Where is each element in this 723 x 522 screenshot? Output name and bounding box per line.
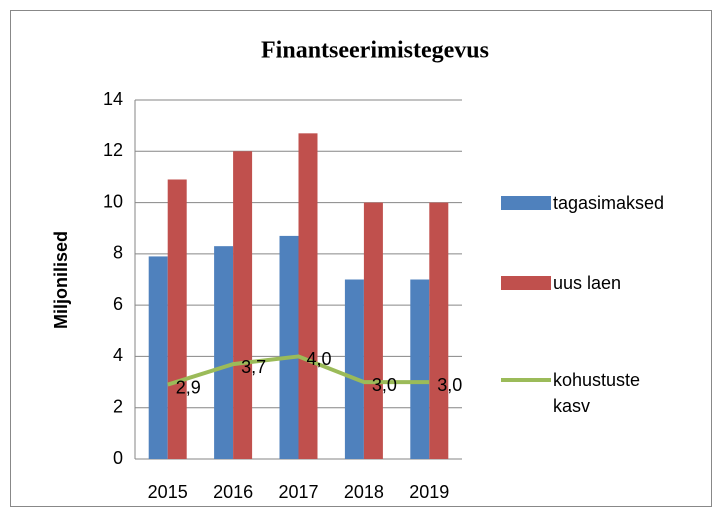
chart-title: Finantseerimistegevus bbox=[261, 38, 489, 64]
bar bbox=[233, 151, 253, 460]
x-tick-label: 2018 bbox=[344, 482, 384, 502]
legend-label: uus laen bbox=[553, 273, 622, 293]
y-axis-label: Miljonilised bbox=[51, 231, 71, 329]
bar bbox=[344, 279, 364, 459]
data-label: 3,0 bbox=[372, 375, 397, 395]
data-label: 3,0 bbox=[437, 375, 462, 395]
x-tick-label: 2019 bbox=[409, 482, 449, 502]
y-tick-label: 10 bbox=[103, 191, 123, 211]
bar bbox=[167, 179, 187, 459]
bar bbox=[429, 202, 449, 460]
legend-label: kohustuste kasv bbox=[553, 370, 641, 416]
bar bbox=[363, 202, 383, 460]
data-label: 2,9 bbox=[176, 377, 201, 397]
bar bbox=[279, 235, 299, 459]
y-tick-label: 0 bbox=[113, 448, 123, 468]
y-tick-label: 4 bbox=[113, 345, 123, 365]
legend-item: kohustuste kasv bbox=[553, 370, 641, 416]
bar bbox=[148, 256, 168, 459]
y-tick-label: 8 bbox=[113, 243, 123, 263]
x-tick-label: 2015 bbox=[148, 482, 188, 502]
y-tick-label: 6 bbox=[113, 294, 123, 314]
data-label: 4,0 bbox=[307, 349, 332, 369]
x-tick-label: 2017 bbox=[278, 482, 318, 502]
legend-item: uus laen bbox=[553, 273, 622, 293]
legend-label: tagasimaksed bbox=[553, 193, 665, 213]
legend-swatch bbox=[501, 276, 551, 290]
bar bbox=[410, 279, 430, 459]
y-tick-label: 2 bbox=[113, 396, 123, 416]
bar bbox=[298, 133, 318, 460]
bar bbox=[214, 246, 234, 459]
legend-item: tagasimaksed bbox=[553, 193, 665, 213]
x-tick-label: 2016 bbox=[213, 482, 253, 502]
line-series bbox=[167, 354, 430, 387]
data-label: 3,7 bbox=[241, 357, 266, 377]
y-tick-label: 12 bbox=[103, 140, 123, 160]
legend-swatch bbox=[501, 196, 551, 210]
y-tick-label: 14 bbox=[103, 89, 123, 109]
